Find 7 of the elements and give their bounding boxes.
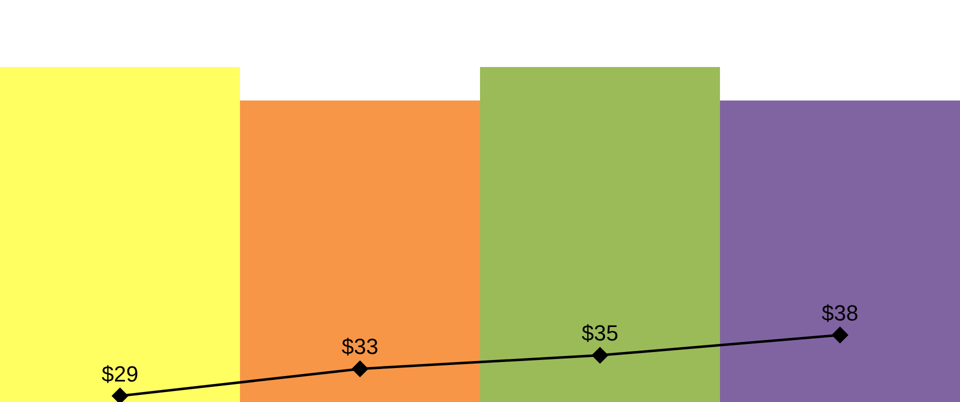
data-label: $38: [822, 300, 858, 326]
point: [592, 346, 608, 364]
data-label: $33: [342, 334, 378, 360]
point: [832, 326, 848, 344]
data-label: $35: [582, 320, 618, 346]
data-label: $29: [102, 361, 138, 386]
point: [352, 360, 368, 378]
